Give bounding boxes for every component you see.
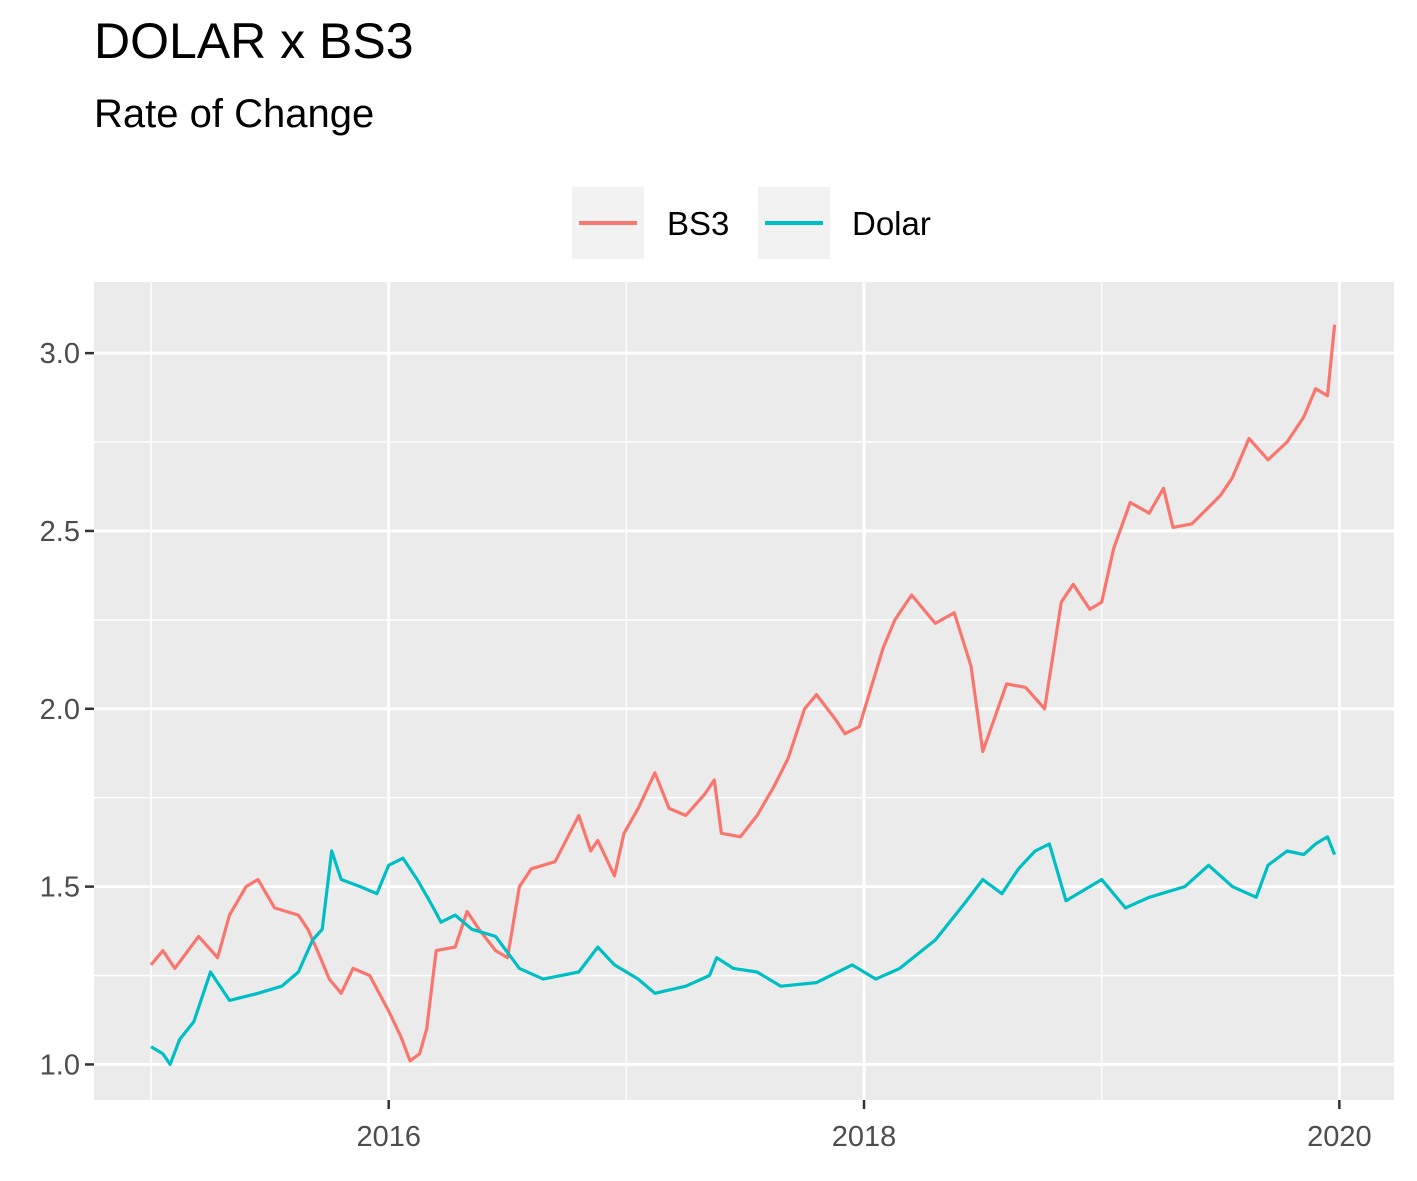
series-line-dolar [150,835,1337,1067]
x-tick-label: 2016 [356,1121,421,1153]
y-tick-label: 1.5 [40,872,80,904]
x-tick-label: 2020 [1307,1121,1372,1153]
axis-layer: 1.0 1.5 2.0 2.5 3.0 2016 2018 2020 [40,338,1372,1153]
y-tick-label: 2.5 [40,516,80,548]
series-line-bs3 [149,324,1337,1063]
x-tick-label: 2018 [832,1121,897,1153]
grid-layer [94,282,1394,1100]
chart-subtitle: Rate of Change [94,92,375,136]
legend: BS3 Dolar [572,187,931,259]
y-tick-label: 3.0 [40,338,80,370]
series-layer [149,324,1337,1067]
chart-title: DOLAR x BS3 [94,13,414,69]
y-tick-label: 2.0 [40,694,80,726]
y-tick-label: 1.0 [40,1049,80,1081]
legend-label-dolar: Dolar [852,205,931,242]
plot-panel [94,282,1394,1100]
legend-label-bs3: BS3 [667,205,729,242]
